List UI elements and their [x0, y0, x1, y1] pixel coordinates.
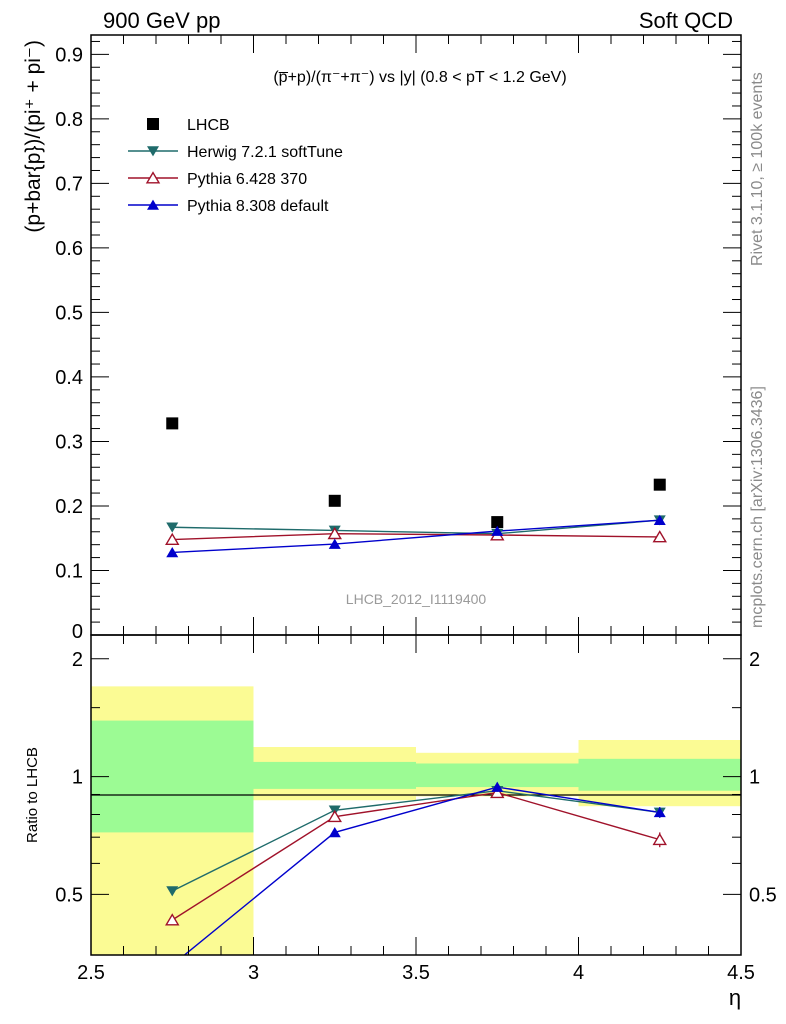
- ratio-band-inner: [253, 761, 416, 789]
- main-point: [165, 532, 180, 546]
- main-point: [166, 547, 179, 558]
- ratio-ytick-label-right: 1: [749, 767, 760, 789]
- main-point: [328, 538, 341, 549]
- main-title: (p̅+p)/(π⁻+π⁻) vs |y| (0.8 < pT < 1.2 Ge…: [273, 69, 566, 86]
- ratio-ytick-label-left: 0.5: [55, 884, 83, 906]
- ratio-ytick-label-right: 0.5: [749, 884, 777, 906]
- x-axis-label: η: [729, 985, 741, 1010]
- main-point: [166, 417, 179, 430]
- main-ylabel: (p+bar{p})/(pi⁺ + pi⁻): [22, 40, 45, 233]
- main-point: [653, 514, 666, 525]
- main-point: [491, 516, 504, 529]
- ratio-series-line: [171, 791, 660, 921]
- main-panel: 0.1 0.2 0.3 0.4 0.5 0.6 0.7 0.8 0.9 0 (p̅+p)/(π⁻+…: [22, 34, 742, 643]
- x-tick-label: 2.5: [77, 962, 105, 984]
- legend: LHCB Herwig 7.2.1 softTune Pythia 6.428 37…: [128, 117, 343, 215]
- main-ytick-label-zero: 0: [72, 621, 83, 643]
- legend-marker: [147, 199, 159, 210]
- main-ytick-label: 0.2: [55, 496, 83, 518]
- x-tick-label: 3.5: [402, 962, 430, 984]
- legend-marker: [145, 171, 161, 184]
- main-ytick-label: 0.3: [55, 431, 83, 453]
- legend-label: Herwig 7.2.1 softTune: [187, 144, 343, 161]
- main-point: [653, 478, 666, 491]
- mcplots-label: mcplots.cern.ch [arXiv:1306.3436]: [749, 386, 766, 628]
- ratio-series-line: [183, 786, 660, 955]
- main-ytick-label: 0.4: [55, 367, 83, 389]
- main-ytick-label: 0.6: [55, 238, 83, 260]
- main-series-line: [172, 533, 660, 541]
- ratio-ytick-label-right: 2: [749, 649, 760, 671]
- main-point: [652, 530, 667, 543]
- main-ytick-label: 0.8: [55, 109, 83, 131]
- legend-marker: [147, 118, 159, 130]
- rivet-label: Rivet 3.1.10, ≥ 100k events: [749, 72, 766, 266]
- ratio-series-line: [171, 790, 660, 892]
- x-tick-label: 4: [573, 962, 584, 984]
- main-point: [166, 522, 179, 533]
- main-series-line: [172, 519, 660, 535]
- ratio-point: [653, 806, 666, 818]
- main-point: [327, 526, 342, 540]
- ratio-ytick-label-left: 2: [72, 649, 83, 671]
- ratio-band-inner: [91, 720, 254, 833]
- ratio-band-inner: [416, 763, 579, 788]
- main-ytick-label: 0.7: [55, 173, 83, 195]
- legend-label: Pythia 8.308 default: [187, 198, 329, 215]
- header-right: Soft QCD: [639, 8, 733, 33]
- legend-label: Pythia 6.428 370: [187, 171, 307, 188]
- ratio-ytick-label-left: 1: [72, 767, 83, 789]
- ratio-point: [165, 913, 180, 926]
- main-point: [491, 525, 504, 536]
- main-ytick-label: 0.9: [55, 44, 83, 66]
- ratio-point: [166, 886, 179, 897]
- legend-label: LHCB: [187, 117, 230, 134]
- ratio-point: [652, 832, 667, 846]
- ratio-point: [490, 785, 505, 799]
- ratio-point: [327, 809, 342, 823]
- x-tick-label: 3: [248, 962, 259, 984]
- ratio-point: [328, 827, 341, 838]
- main-point: [328, 494, 341, 507]
- legend-marker: [147, 146, 159, 157]
- ratio-point: [491, 781, 504, 792]
- main-ytick-label: 0.1: [55, 560, 83, 582]
- ratio-band-inner: [578, 758, 741, 791]
- main-ytick-label: 0.5: [55, 302, 83, 324]
- watermark: LHCB_2012_I1119400: [346, 591, 487, 607]
- x-tick-label: 4.5: [727, 962, 755, 984]
- main-series-line: [172, 519, 660, 554]
- ratio-panel: 0.5 0.5 1 1 2 2 2.5 3 3.5 4 4.5 Ratio to LHCB η: [24, 634, 777, 1010]
- ratio-ylabel: Ratio to LHCB: [24, 747, 41, 843]
- ratio-clipped: [165, 781, 667, 955]
- header-left: 900 GeV pp: [103, 8, 220, 33]
